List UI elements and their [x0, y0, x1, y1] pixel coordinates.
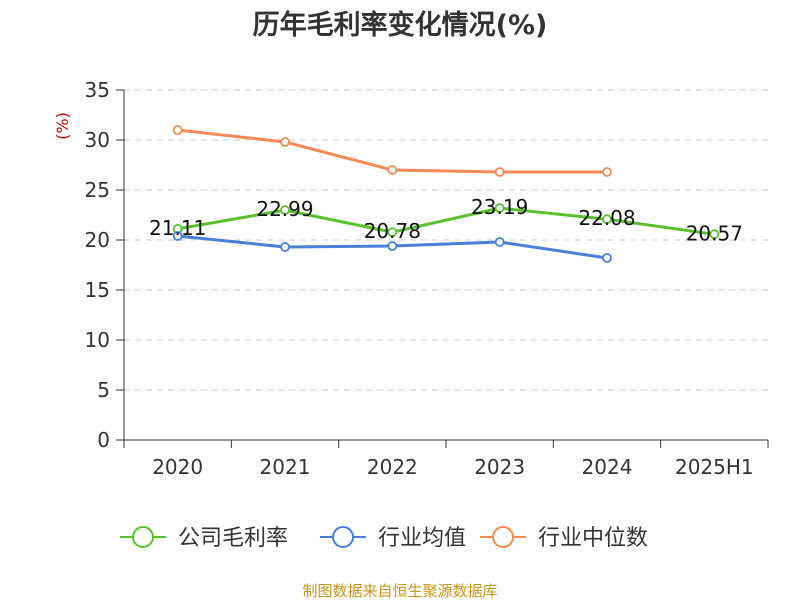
data-point: [602, 214, 612, 225]
x-tick-label: 2021: [260, 455, 311, 479]
data-point: [602, 167, 612, 177]
legend-item: 行业均值: [320, 526, 466, 551]
data-label: 20.78: [364, 219, 421, 243]
x-tick-label: 2024: [582, 455, 633, 479]
data-point: [172, 231, 183, 241]
data-label: 21.11: [149, 216, 206, 240]
legend-label: 行业均值: [378, 526, 466, 551]
legend-item: 行业中位数: [480, 526, 648, 551]
x-tick-label: 2022: [367, 455, 418, 479]
data-point: [494, 237, 505, 247]
x-tick-label: 2020: [152, 455, 203, 479]
data-point: [172, 125, 183, 135]
series-lines: [172, 125, 720, 263]
legend-item: 公司毛利率: [120, 526, 288, 551]
legend-marker: [132, 526, 154, 548]
legend-label: 行业中位数: [538, 526, 648, 551]
data-point: [494, 203, 505, 214]
x-tick-label: 2025H1: [675, 455, 754, 479]
data-label: 23.19: [471, 195, 528, 219]
y-tick-label: 0: [97, 428, 110, 452]
grid-lines: [124, 89, 768, 391]
legend-marker: [332, 526, 354, 548]
x-tick-label: 2023: [474, 455, 525, 479]
data-point: [387, 227, 398, 238]
data-label: 22.08: [578, 206, 635, 230]
data-point: [602, 253, 612, 263]
data-point: [709, 229, 720, 240]
data-point: [280, 242, 290, 252]
y-tick-label: 5: [97, 378, 110, 402]
data-labels: 21.11 22.99 20.78 23.19 22.08 20.57: [149, 195, 743, 245]
data-point: [280, 137, 290, 147]
y-axis-unit-label: (%): [53, 112, 72, 140]
source-note: 制图数据来自恒生聚源数据库: [302, 582, 497, 600]
legend: 公司毛利率 行业均值 行业中位数: [120, 526, 648, 551]
series-line-0: [177, 206, 715, 236]
data-point: [387, 241, 398, 251]
y-tick-label: 30: [85, 128, 110, 152]
y-tick-label: 10: [85, 328, 110, 352]
data-label: 20.57: [686, 221, 743, 245]
y-tick-label: 35: [85, 78, 110, 102]
data-label: 22.99: [256, 197, 313, 221]
data-point: [280, 205, 290, 216]
chart-title: 历年毛利率变化情况(%): [253, 9, 548, 41]
y-tick-label: 20: [85, 228, 110, 252]
axes: 0 5 10 15 20 25 30 35 2020 2021 2022 2023 2024 2025H1: [85, 78, 769, 479]
data-point: [494, 167, 505, 177]
data-point: [387, 165, 398, 175]
legend-label: 公司毛利率: [178, 526, 288, 551]
legend-marker: [492, 526, 514, 548]
y-tick-label: 15: [85, 278, 110, 302]
y-tick-label: 25: [85, 178, 110, 202]
